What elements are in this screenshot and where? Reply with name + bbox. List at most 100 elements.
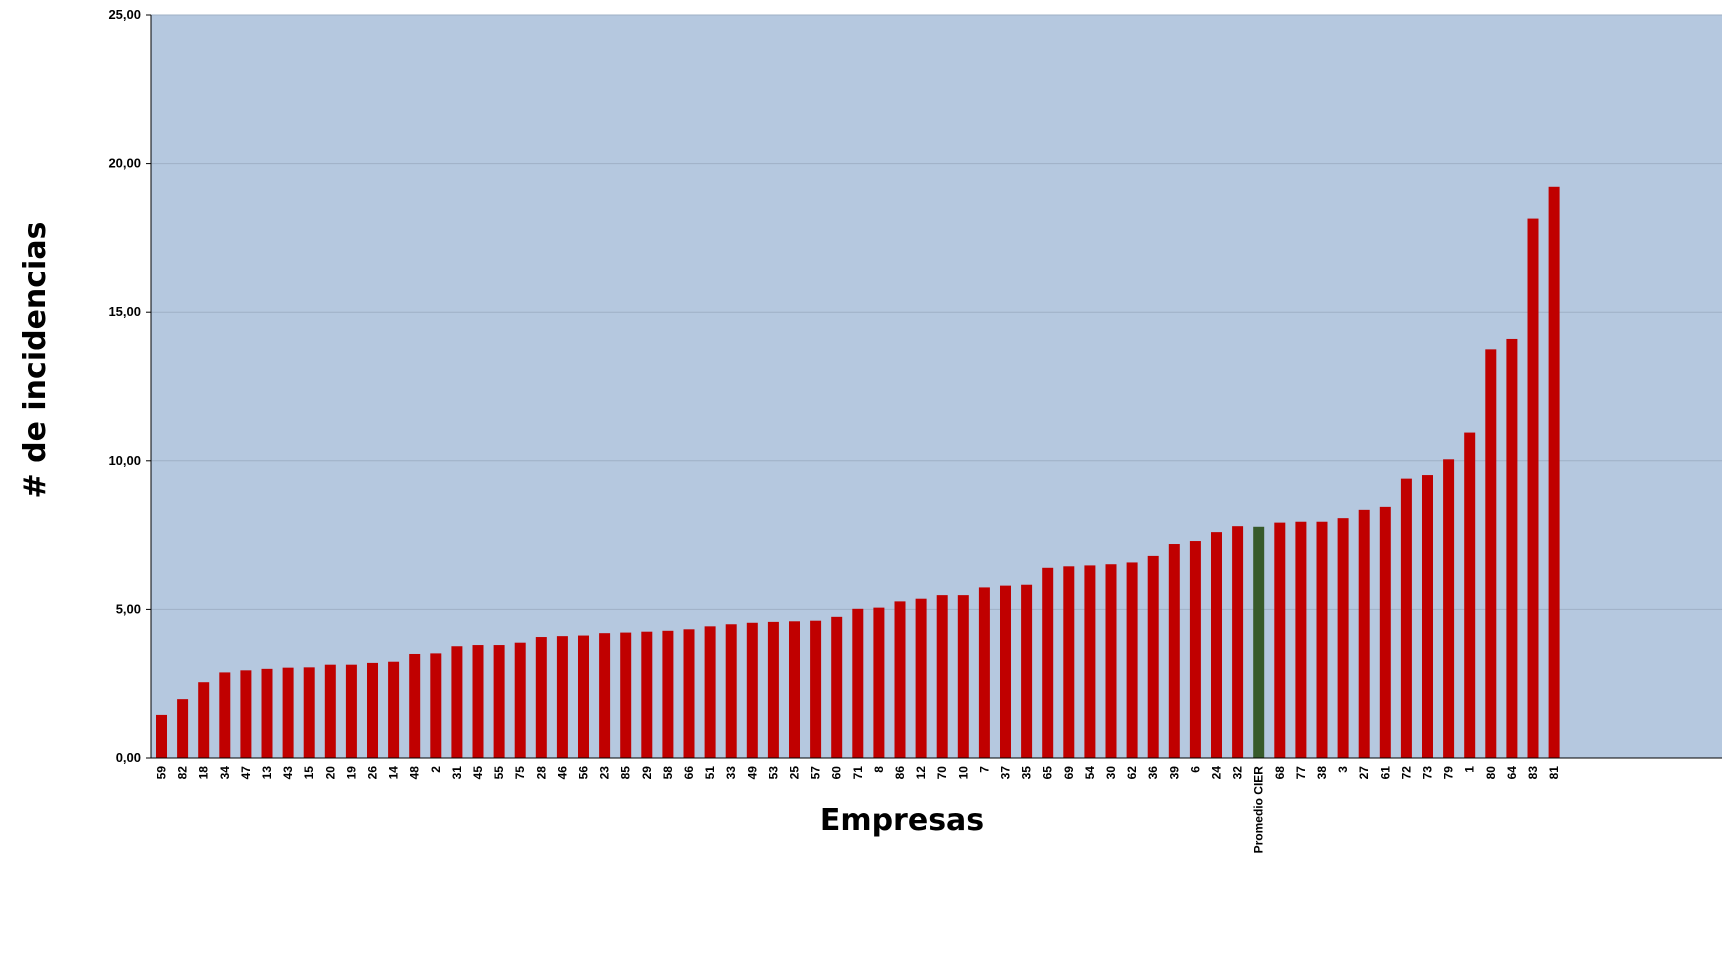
- x-tick-label: 65: [1041, 766, 1055, 780]
- bar: [1337, 518, 1349, 758]
- y-tick-label: 15,00: [108, 304, 141, 319]
- bar: [1464, 432, 1476, 758]
- bar: [1232, 526, 1244, 758]
- x-tick-label: 12: [914, 766, 928, 780]
- bar: [1358, 509, 1370, 758]
- bars: [156, 186, 1560, 758]
- bar: [1042, 567, 1054, 758]
- y-tick-label: 10,00: [108, 453, 141, 468]
- x-tick-label: 66: [682, 766, 696, 780]
- x-tick-label: 25: [788, 766, 802, 780]
- bar: [514, 642, 526, 758]
- x-tick-label: 86: [893, 766, 907, 780]
- bar: [1021, 584, 1033, 758]
- x-tick-label: 20: [323, 766, 337, 780]
- x-tick-label: 39: [1167, 766, 1181, 780]
- x-tick-label: 34: [218, 766, 232, 780]
- x-tick-label: 58: [661, 766, 675, 780]
- bar: [599, 633, 611, 758]
- x-tick-label: 37: [999, 766, 1013, 780]
- x-tick-label: 14: [387, 766, 401, 780]
- x-tick-label: 10: [956, 766, 970, 780]
- bar: [662, 630, 674, 758]
- bar: [1443, 459, 1455, 758]
- bar: [1084, 565, 1096, 758]
- x-tick-label: 68: [1273, 766, 1287, 780]
- x-tick-label: 79: [1442, 766, 1456, 780]
- bar: [767, 621, 779, 758]
- x-tick-label: 46: [555, 766, 569, 780]
- x-tick-label: 49: [745, 766, 759, 780]
- x-tick-label: 1: [1463, 766, 1477, 773]
- y-axis-ticks: 0,00 5,00 10,00 15,00 20,00 25,00: [108, 7, 1722, 765]
- bar: [198, 682, 210, 758]
- bar: [1126, 562, 1138, 758]
- x-tick-label: 18: [197, 766, 211, 780]
- x-tick-label: 33: [724, 766, 738, 780]
- bar: [1485, 349, 1497, 758]
- x-tick-label: 43: [281, 766, 295, 780]
- bar: [409, 653, 421, 758]
- x-tick-label: 54: [1083, 766, 1097, 780]
- bar-average: [1253, 526, 1265, 758]
- x-tick-label: 19: [344, 766, 358, 780]
- bar: [789, 621, 800, 758]
- gridlines: [151, 14, 1722, 610]
- bar: [852, 608, 864, 758]
- x-tick-label: 24: [1210, 766, 1224, 780]
- bar: [578, 635, 589, 758]
- x-tick-label: 72: [1399, 766, 1413, 780]
- x-tick-label: 56: [577, 766, 591, 780]
- bar: [556, 636, 568, 758]
- x-tick-label: 83: [1526, 766, 1540, 780]
- bar: [641, 631, 653, 758]
- y-tick-label: 20,00: [108, 156, 141, 171]
- x-tick-label: 59: [155, 766, 169, 780]
- x-tick-label: 62: [1125, 766, 1139, 780]
- bar: [1295, 521, 1307, 758]
- x-tick-label: 6: [1188, 766, 1202, 773]
- x-tick-label: 69: [1062, 766, 1076, 780]
- bar: [1105, 564, 1117, 758]
- bar: [1000, 585, 1011, 758]
- x-tick-label: 48: [408, 766, 422, 780]
- x-tick-label: 57: [809, 766, 823, 780]
- bar: [156, 714, 167, 758]
- x-tick-label: 75: [513, 766, 527, 780]
- x-tick-label: 31: [450, 766, 464, 780]
- bar: [472, 645, 484, 758]
- x-tick-label: 71: [851, 766, 865, 780]
- bar: [240, 670, 252, 758]
- bar: [725, 624, 737, 758]
- bar: [831, 616, 843, 758]
- bar: [1063, 566, 1075, 758]
- y-axis-title: # de incidencias: [18, 222, 53, 499]
- y-tick-label: 5,00: [116, 601, 141, 616]
- bar: [388, 661, 400, 758]
- x-tick-label: 32: [1231, 766, 1245, 780]
- bar: [1189, 541, 1201, 758]
- bar: [978, 587, 990, 758]
- x-tick-label: 81: [1547, 766, 1561, 780]
- bar: [1168, 544, 1180, 758]
- y-tick-label: 0,00: [116, 750, 141, 765]
- bar: [1527, 218, 1539, 758]
- x-tick-label: 77: [1294, 766, 1308, 780]
- x-tick-label: 70: [935, 766, 949, 780]
- x-tick-label: 60: [830, 766, 844, 780]
- bar: [219, 672, 231, 758]
- x-tick-label: 26: [366, 766, 380, 780]
- bar: [430, 653, 442, 758]
- bar: [1548, 186, 1560, 758]
- bar: [1316, 521, 1328, 758]
- x-tick-label: Promedio CIER: [1252, 766, 1266, 854]
- x-tick-label: 47: [239, 766, 253, 780]
- x-tick-label: 8: [872, 766, 886, 773]
- x-tick-label: 51: [703, 766, 717, 780]
- bar: [957, 595, 969, 758]
- bar: [367, 662, 378, 758]
- bar: [451, 646, 463, 758]
- bar: [704, 626, 716, 758]
- x-tick-label: 80: [1484, 766, 1498, 780]
